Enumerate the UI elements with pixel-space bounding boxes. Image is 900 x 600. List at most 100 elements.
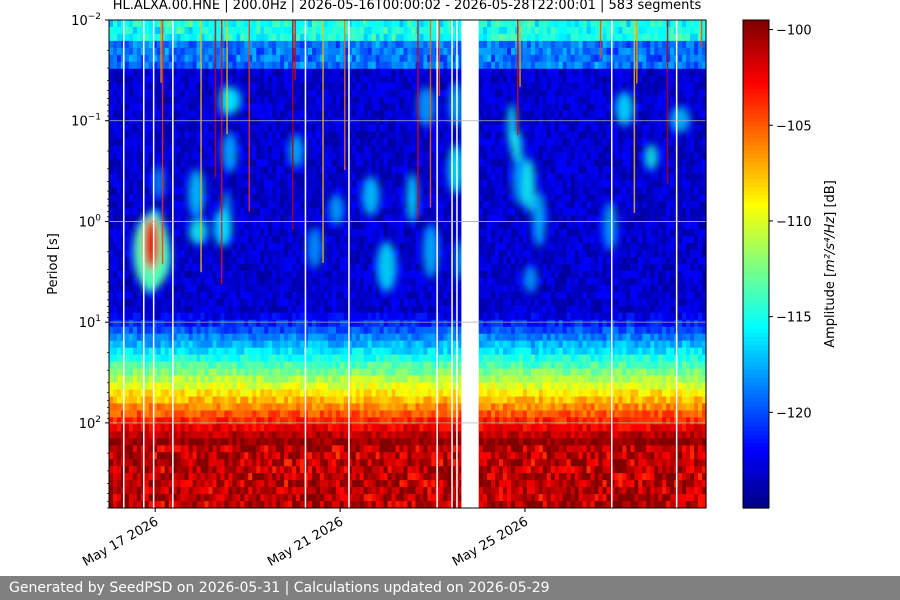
spectrogram-cell [144,180,150,188]
spectrogram-cell [260,340,265,349]
spectrogram-cell [308,410,313,418]
spectrogram-cell [244,305,249,314]
spectrogram-cell [284,424,289,432]
spectrogram-cell [117,89,122,98]
spectrogram-cell [323,20,329,28]
spectrogram-cell [220,494,225,502]
spectrogram-cell [387,445,393,453]
spectrogram-cell [216,466,222,474]
spectrogram-cell [148,40,154,49]
spectrogram-cell [180,89,186,98]
spectrogram-cell [371,166,377,174]
spectrogram-cell [327,305,333,314]
spectrogram-cell [308,298,313,307]
spectrogram-cell [136,96,142,105]
spectrogram-cell [300,243,305,251]
spectrogram-cell [335,396,341,404]
spectrogram-cell [124,222,130,230]
spectrogram-cell [236,347,241,356]
spectrogram-cell [236,264,241,272]
spectrogram-cell [248,75,253,84]
spectrogram-cell [192,438,198,446]
spectrogram-cell [379,389,385,397]
spectrogram-cell [248,445,253,453]
spectrogram-cell [212,473,218,481]
spectrogram-cell [144,487,150,495]
spectrogram-cell [160,396,166,404]
spectrogram-cell [184,201,190,209]
spectrogram-cell [248,40,253,49]
spectrogram-cell [192,340,198,349]
spectrogram-cell [308,305,313,314]
spectrogram-cell [184,131,190,139]
spectrogram-cell [264,410,269,418]
spectrogram-cell [144,340,150,349]
spectrogram-cell [128,208,134,216]
spectrogram-cell [383,201,389,209]
spectrogram-cell [144,410,150,418]
spectrogram-cell [339,243,345,251]
spectrogram-cell [339,494,345,502]
spectrogram-cell [316,298,321,307]
spectrogram-cell [316,396,321,404]
spectrogram-cell [188,431,194,439]
spectrogram-cell [300,312,305,321]
spectrogram-cell [264,459,269,467]
spectrogram-cell [164,452,170,460]
spectrogram-cell [200,298,206,307]
spectrogram-cell [288,124,293,133]
spectrogram-cell [268,250,273,258]
spectrogram-cell [363,124,369,133]
spectrogram-cell [387,20,393,28]
spectrogram-cell [113,27,118,35]
spectrogram-cell [124,494,130,502]
spectrogram-cell [292,82,297,91]
spectrogram-cell [232,264,237,272]
spectrogram-cell [228,480,233,488]
spectrogram-cell [160,445,166,453]
spectrogram-cell [172,382,178,390]
spectrogram-cell [124,347,130,356]
spectrogram-cell [128,277,134,286]
spectrogram-cell [276,340,281,349]
spectrogram-cell [375,208,381,216]
spectrogram-cell [188,264,194,272]
spectrogram-cell [387,61,393,70]
spectrogram-cell [200,410,206,418]
spectrogram-cell [117,264,122,272]
spectrogram-cell [272,424,277,432]
spectrogram-cell [331,340,337,349]
spectrogram-cell [236,152,241,160]
spectrogram-cell [176,382,182,390]
spectrogram-cell [148,368,154,377]
spectrogram-cell [276,361,281,370]
spectrogram-cell [228,466,233,474]
spectrogram-cell [268,271,273,279]
spectrogram-cell [240,312,245,321]
spectrogram-cell [280,494,285,502]
spectrogram-cell [228,264,233,272]
spectrogram-cell [272,47,277,56]
spectrogram-cell [168,138,174,146]
spectrogram-cell [308,445,313,453]
spectrogram-cell [339,180,345,188]
spectrogram-cell [323,229,329,237]
spectrogram-cell [180,68,186,77]
spectrogram-cell [355,33,361,42]
spectrogram-cell [260,117,265,126]
spectrogram-cell [391,110,397,119]
spectrogram-cell [224,347,229,356]
spectrogram-cell [379,438,385,446]
spectrogram-cell [252,480,257,488]
spectrogram-cell [224,180,229,188]
spectrogram-cell [272,354,277,363]
spectrogram-cell [152,333,158,342]
spectrogram-cell [272,326,277,335]
spectrogram-cell [109,438,114,446]
spectrogram-cell [248,68,253,77]
spectrogram-cell [355,361,361,370]
spectrogram-cell [220,326,225,335]
spectrogram-cell [212,194,218,202]
spectrogram-cell [176,473,182,481]
spectrogram-cell [367,27,373,35]
